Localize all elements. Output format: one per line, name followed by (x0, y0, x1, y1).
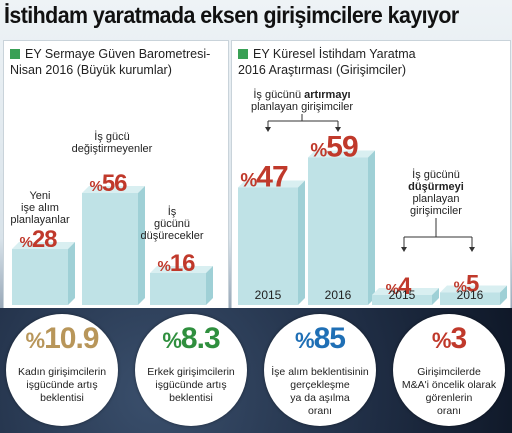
percent-sign: % (431, 328, 452, 353)
stat-label: Erkek girişimcilerin işgücünde artış bekle… (147, 366, 235, 404)
stat-label: Kadın girişimcilerin işgücünde artış bekle… (17, 366, 107, 404)
stat-value: %10.9 (25, 322, 100, 355)
group-label: İş gücünü (412, 168, 460, 181)
bar (308, 157, 368, 305)
percent-sign: % (25, 328, 46, 353)
bar-value: %56 (89, 170, 127, 197)
bar-top (238, 180, 305, 188)
bar-value: %59 (310, 131, 358, 164)
bar-category-line: İş (168, 205, 177, 218)
bar-side (206, 266, 213, 305)
right-panel-header: EY Küresel İstihdam Yaratma 2016 Araştır… (238, 46, 416, 78)
bar-category-line: gücünü (154, 218, 190, 230)
bar (12, 249, 68, 305)
bar-side (298, 180, 305, 305)
x-tick-label: 2016 (457, 288, 484, 302)
bar-value: %4 (386, 273, 412, 300)
bar-top (150, 266, 213, 273)
bar-category-line: değiştirmeyenler (72, 143, 153, 155)
arrow-head (401, 247, 407, 252)
x-tick-label: 2016 (325, 288, 352, 302)
stat-circle-hiring: %85 İşe alım beklentisinin gerçekleşme ya … (264, 314, 376, 426)
bar-value: %47 (240, 161, 288, 194)
left-header-line2: Nisan 2016 (Büyük kurumlar) (10, 63, 172, 77)
left-panel-header: EY Sermaye Güven Barometresi- Nisan 2016… (10, 46, 210, 78)
bar-top (12, 242, 75, 249)
bar-side (138, 186, 145, 305)
bar-value: %16 (157, 250, 195, 277)
bar-category-line: İş gücü (94, 130, 129, 143)
green-square-icon (238, 49, 248, 59)
stat-circle-women: %10.9 Kadın girişimcilerin işgücünde artı… (6, 314, 118, 426)
bar-top (82, 186, 145, 193)
page-title: İstihdam yaratmada eksen girişimcilere k… (4, 2, 459, 28)
arrow-head (335, 127, 341, 132)
x-tick-label: 2015 (255, 288, 282, 302)
arrow-head (265, 127, 271, 132)
left-header-line1: EY Sermaye Güven Barometresi- (25, 47, 211, 61)
bar-top (372, 288, 439, 295)
right-panel: EY Küresel İstihdam Yaratma 2016 Araştır… (231, 40, 511, 310)
stat-circle-men: %8.3 Erkek girişimcilerin işgücünde artış… (135, 314, 247, 426)
group-label: İş gücünü artırmayı (253, 88, 350, 101)
percent-sign: % (295, 328, 315, 353)
stat-value: %3 (431, 322, 467, 355)
bar-side (500, 285, 507, 305)
stat-circle-ma: %3 Girişimcilerde M&A'i öncelik olarak gör… (393, 314, 505, 426)
percent-sign: % (162, 328, 182, 353)
bar-side (432, 288, 439, 305)
stat-label: Girişimcilerde M&A'i öncelik olarak görenl… (401, 366, 497, 417)
stat-value: %85 (295, 322, 346, 355)
stat-value: %8.3 (162, 322, 220, 355)
bar (150, 273, 206, 305)
bar (372, 295, 432, 305)
stat-label: İşe alım beklentisinin gerçekleşme ya da a… (271, 366, 369, 417)
bar (440, 292, 500, 305)
green-square-icon (10, 49, 20, 59)
bar (238, 187, 298, 305)
group-label: planlayan girişimciler (251, 101, 353, 113)
right-header-line2: 2016 Araştırması (Girişimciler) (238, 63, 407, 77)
bar-value: %5 (454, 271, 479, 298)
left-panel: EY Sermaye Güven Barometresi- Nisan 2016… (3, 40, 229, 310)
group-label: planlayan (412, 193, 459, 205)
bar (82, 193, 138, 305)
bar-category-line: Yeni (29, 190, 50, 202)
arrow-head (469, 247, 475, 252)
group-label: girişimciler (410, 205, 462, 217)
bar-category-line: işe alım (21, 202, 59, 214)
bar-top (440, 285, 507, 293)
bar-value: %28 (19, 226, 57, 253)
bar-side (68, 242, 75, 305)
bar-category-line: planlayanlar (10, 214, 70, 226)
bar-category-line: düşürecekler (141, 230, 204, 242)
right-header-line1: EY Küresel İstihdam Yaratma (253, 47, 416, 61)
bar-side (368, 150, 375, 305)
group-label: düşürmeyi (408, 181, 464, 193)
x-tick-label: 2015 (389, 288, 416, 302)
bar-top (308, 150, 375, 158)
